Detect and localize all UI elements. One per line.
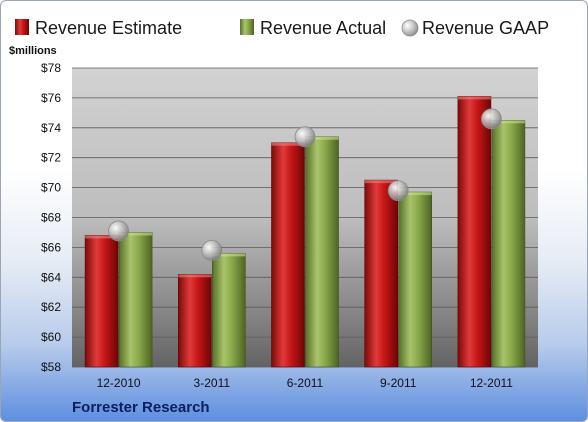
bar-actual-highlight xyxy=(398,192,432,196)
y-tick-label: $62 xyxy=(41,300,61,314)
bar-revenue-estimate xyxy=(271,142,305,368)
marker-revenue-gaap xyxy=(108,220,129,242)
y-tick-label: $64 xyxy=(41,270,61,284)
bar-estimate-highlight xyxy=(457,96,491,100)
gaap-markers xyxy=(108,108,502,261)
legend: Revenue Estimate Revenue Actual Revenue … xyxy=(15,18,549,38)
legend-label-gaap: Revenue GAAP xyxy=(422,18,549,38)
y-tick-label: $78 xyxy=(41,61,61,75)
y-tick-label: $66 xyxy=(41,240,61,254)
y-tick-label: $58 xyxy=(41,360,61,374)
bar-revenue-estimate xyxy=(84,235,119,368)
bar-revenue-actual xyxy=(212,253,246,368)
marker-revenue-gaap xyxy=(387,180,409,201)
y-tick-label: $76 xyxy=(41,91,61,105)
bar-revenue-actual xyxy=(118,232,153,368)
legend-label-estimate: Revenue Estimate xyxy=(35,18,182,38)
bar-revenue-actual xyxy=(305,136,339,368)
legend-swatch-gaap xyxy=(401,19,419,37)
bar-estimate-highlight xyxy=(271,142,305,146)
x-tick-label: 9-2011 xyxy=(380,376,417,390)
marker-revenue-gaap xyxy=(294,126,316,148)
bar-actual-highlight xyxy=(212,253,246,257)
x-tick-label: 12-2010 xyxy=(97,376,141,390)
bar-revenue-estimate xyxy=(178,274,212,368)
bar-revenue-actual xyxy=(398,191,433,368)
bar-revenue-actual xyxy=(491,120,526,368)
bar-actual-highlight xyxy=(119,232,153,236)
company-name: Forrester Research xyxy=(72,399,210,416)
x-tick-label: 12-2011 xyxy=(470,376,513,390)
bar-actual-highlight xyxy=(491,120,525,124)
y-tick-label: $60 xyxy=(41,330,61,344)
bar-revenue-estimate xyxy=(457,96,492,368)
marker-revenue-gaap xyxy=(480,108,502,130)
marker-revenue-gaap xyxy=(201,239,223,261)
bar-estimate-highlight xyxy=(364,180,398,184)
y-tick-label: $74 xyxy=(41,121,61,135)
y-axis-label: $millions xyxy=(9,45,57,57)
y-tick-label: $72 xyxy=(41,151,61,165)
y-tick-label: $68 xyxy=(41,211,61,225)
x-axis-ticks: 12-2010 3-2011 6-2011 9-2011 12-2011 xyxy=(97,376,514,390)
bar-series xyxy=(84,96,526,368)
bar-revenue-estimate xyxy=(364,179,399,368)
legend-swatch-estimate xyxy=(15,19,29,35)
bar-estimate-highlight xyxy=(85,235,119,239)
legend-swatch-actual xyxy=(240,19,254,35)
x-tick-label: 6-2011 xyxy=(287,376,324,390)
y-tick-label: $70 xyxy=(41,181,61,195)
bar-actual-highlight xyxy=(305,136,339,140)
legend-label-actual: Revenue Actual xyxy=(260,18,386,38)
x-tick-label: 3-2011 xyxy=(194,376,231,390)
bar-estimate-highlight xyxy=(178,274,212,278)
y-axis-ticks: $58 $60 $62 $64 $66 $68 $70 $72 $74 $76 $78 xyxy=(41,61,61,374)
